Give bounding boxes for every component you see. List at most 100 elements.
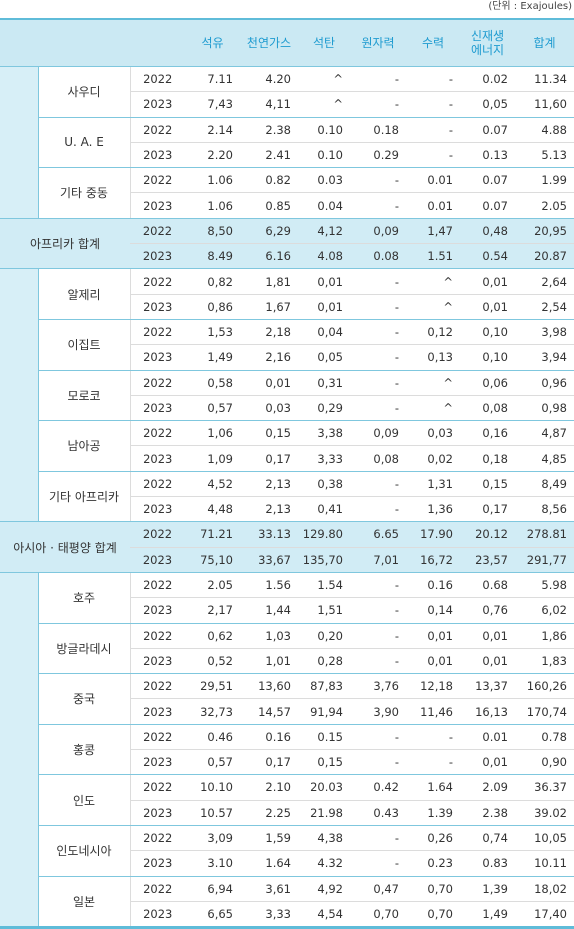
value-cell: 0,48 <box>460 218 515 245</box>
value-cell: 0,86 <box>185 294 240 320</box>
value-cell: 0,57 <box>185 749 240 776</box>
year-cell: 2023 <box>130 294 185 320</box>
value-cell: - <box>406 91 460 118</box>
year-cell: 2023 <box>130 597 185 624</box>
value-cell: 4,52 <box>185 471 240 498</box>
value-cell: 1.64 <box>406 774 460 801</box>
value-cell: 16,13 <box>460 698 515 725</box>
value-cell: - <box>350 192 406 219</box>
value-cell: 8,50 <box>185 218 240 245</box>
value-cell: 13,37 <box>460 673 515 700</box>
region-name: 사우디 <box>38 66 131 118</box>
table-body: 사우디 2022 7.11 4.20 ^ - -0.02 11.34 2023 7,43 4,11 ^… <box>0 66 574 929</box>
value-cell: 20.12 <box>460 521 515 548</box>
value-cell: 7,01 <box>350 547 406 573</box>
region-name: 알제리 <box>38 268 131 320</box>
year-cell: 2022 <box>130 268 185 295</box>
value-cell: 0,41 <box>298 496 350 523</box>
region-name: 홍콩 <box>38 724 131 776</box>
year-cell: 2022 <box>130 623 185 649</box>
value-cell: 0,08 <box>460 395 515 422</box>
value-cell: 170,74 <box>515 698 574 725</box>
column-header: 합계 <box>515 19 574 67</box>
value-cell: 0,15 <box>240 420 298 447</box>
value-cell: 10.57 <box>185 800 240 826</box>
value-cell: - <box>406 724 460 751</box>
value-cell: 1,01 <box>240 648 298 675</box>
data-row: 인도네시아 2022 3,09 1,59 4,38-0,26 0,74 10,05 <box>0 825 574 877</box>
value-cell: 1.99 <box>515 167 574 194</box>
value-cell: 29,51 <box>185 673 240 700</box>
value-cell: 4,38 <box>298 825 350 852</box>
year-cell: 2022 <box>130 572 185 599</box>
value-cell: 1,44 <box>240 597 298 624</box>
value-cell: 6,02 <box>515 597 574 624</box>
value-cell: 1,49 <box>460 901 515 929</box>
region-name: 기타 아프리카 <box>38 471 131 523</box>
data-row: 2023 8.49 6.16 4.08 0.08 1.51 0.54 20.87 <box>0 243 574 270</box>
value-cell: 3,38 <box>298 420 350 447</box>
value-cell: 11,60 <box>515 91 574 118</box>
value-cell: 16,72 <box>406 547 460 573</box>
value-cell: 0,18 <box>460 445 515 472</box>
value-cell: 0,03 <box>406 420 460 447</box>
year-cell: 2023 <box>130 749 185 776</box>
data-row: 홍콩 2022 0.46 0.16 0.15- -0.01 0.78 <box>0 724 574 776</box>
value-cell: 2,64 <box>515 268 574 295</box>
value-cell: 0.83 <box>460 850 515 877</box>
value-cell: 3,33 <box>240 901 298 929</box>
value-cell: 4,54 <box>298 901 350 929</box>
value-cell: 2,18 <box>240 319 298 346</box>
value-cell: 0.07 <box>460 192 515 219</box>
year-cell: 2023 <box>130 547 185 573</box>
value-cell: 0.10 <box>298 142 350 169</box>
value-cell: 0,90 <box>515 749 574 776</box>
value-cell: 4.88 <box>515 117 574 143</box>
year-cell: 2022 <box>130 521 185 548</box>
value-cell: 20,95 <box>515 218 574 245</box>
value-cell: - <box>350 623 406 649</box>
value-cell: - <box>406 749 460 776</box>
value-cell: ^ <box>406 370 460 396</box>
value-cell: 0.82 <box>240 167 298 194</box>
region-name: 모로코 <box>38 370 131 422</box>
year-cell: 2023 <box>130 395 185 422</box>
value-cell: 10,05 <box>515 825 574 852</box>
value-cell: 1.54 <box>298 572 350 599</box>
column-header: 석유 <box>185 19 240 67</box>
value-cell: 1,67 <box>240 294 298 320</box>
value-cell: 0,02 <box>406 445 460 472</box>
data-row: 2023 2,17 1,44 1,51-0,14 0,76 6,02 <box>0 597 574 624</box>
year-cell: 2022 <box>130 66 185 93</box>
value-cell: 0,01 <box>406 648 460 675</box>
value-cell: 1,06 <box>185 420 240 447</box>
data-row: 호주 2022 2.05 1.56 1.54-0.16 0.68 5.98 <box>0 572 574 929</box>
value-cell: 1.51 <box>406 243 460 270</box>
column-header: 석탄 <box>298 19 350 67</box>
value-cell: 0,52 <box>185 648 240 675</box>
value-cell: 0,70 <box>350 901 406 929</box>
value-cell: 0,96 <box>515 370 574 396</box>
region-name: U. A. E <box>38 117 131 169</box>
value-cell: 278.81 <box>515 521 574 548</box>
year-cell: 2023 <box>130 800 185 826</box>
value-cell: 0,05 <box>298 344 350 371</box>
region-name: 호주 <box>38 572 131 624</box>
data-row: 방글라데시 2022 0,62 1,03 0,20-0,01 0,01 1,86 <box>0 623 574 675</box>
value-cell: 7.11 <box>185 66 240 93</box>
value-cell: 2.05 <box>515 192 574 219</box>
value-cell: 10.11 <box>515 850 574 877</box>
value-cell: 0,70 <box>406 901 460 929</box>
data-row: 2023 10.57 2.25 21.98 0.43 1.39 2.38 39.02 <box>0 800 574 826</box>
value-cell: 0,58 <box>185 370 240 396</box>
value-cell: 135,70 <box>298 547 350 573</box>
value-cell: 0,57 <box>185 395 240 422</box>
column-header: 신재생 에너지 <box>460 19 515 67</box>
value-cell: ^ <box>406 294 460 320</box>
value-cell: 2.14 <box>185 117 240 143</box>
region-name: 인도 <box>38 774 131 826</box>
value-cell: - <box>406 142 460 169</box>
data-row: 2023 7,43 4,11 ^ - -0,05 11,60 <box>0 91 574 118</box>
value-cell: 0.46 <box>185 724 240 751</box>
data-row: 남아공 2022 1,06 0,15 3,38 0,09 0,03 0,16 4,87 <box>0 420 574 472</box>
